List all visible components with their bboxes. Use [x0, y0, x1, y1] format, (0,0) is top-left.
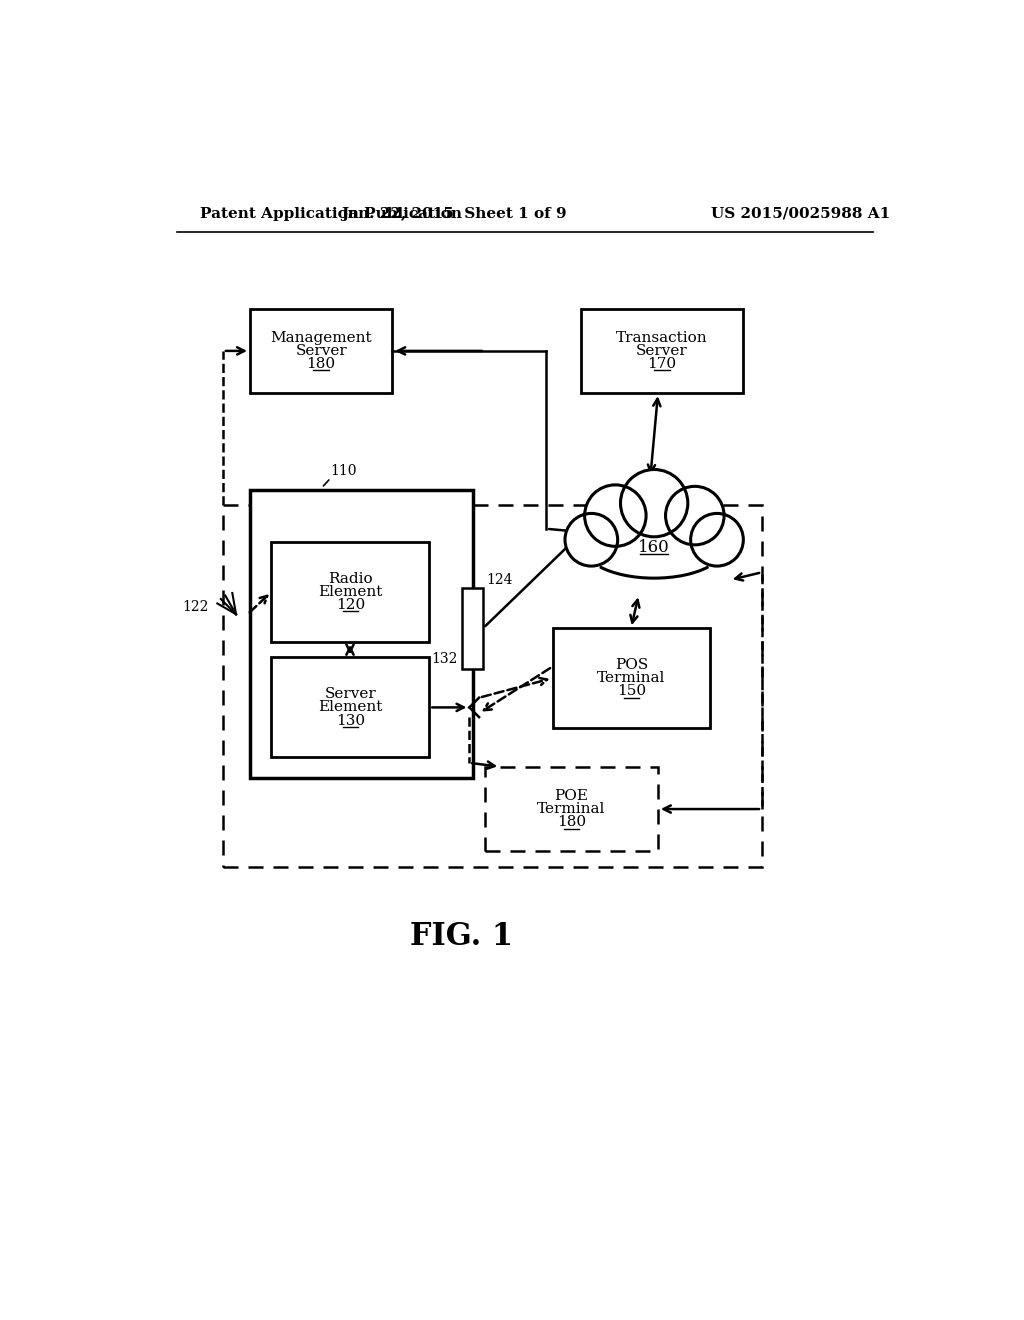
Text: 124: 124 [486, 573, 513, 587]
Circle shape [565, 513, 617, 566]
Bar [223, 506, 762, 867]
Bar [271, 657, 429, 758]
Text: Jan. 22, 2015  Sheet 1 of 9: Jan. 22, 2015 Sheet 1 of 9 [341, 207, 566, 220]
Text: Terminal: Terminal [597, 671, 666, 685]
Bar [462, 589, 483, 669]
Bar [553, 628, 711, 729]
Circle shape [666, 486, 724, 545]
Text: 122: 122 [182, 599, 209, 614]
Text: 170: 170 [647, 356, 677, 371]
Text: Server: Server [636, 345, 688, 358]
Text: 180: 180 [306, 356, 336, 371]
Circle shape [614, 496, 694, 577]
Circle shape [621, 470, 688, 537]
Text: 180: 180 [557, 816, 586, 829]
Bar [271, 541, 429, 642]
Text: FIG. 1: FIG. 1 [411, 920, 513, 952]
Text: Server: Server [295, 345, 347, 358]
Bar [581, 309, 742, 393]
Bar [484, 767, 658, 851]
Bar [250, 490, 473, 779]
Text: Management: Management [270, 331, 372, 345]
Text: Radio: Radio [328, 572, 373, 586]
Text: 130: 130 [336, 714, 365, 727]
Text: Patent Application Publication: Patent Application Publication [200, 207, 462, 220]
Bar [250, 309, 392, 393]
Text: Terminal: Terminal [538, 803, 605, 816]
Text: Server: Server [325, 688, 376, 701]
Text: US 2015/0025988 A1: US 2015/0025988 A1 [711, 207, 890, 220]
Text: Element: Element [318, 701, 383, 714]
Text: 110: 110 [331, 463, 357, 478]
Text: 132: 132 [431, 652, 458, 665]
Circle shape [690, 513, 743, 566]
Text: Transaction: Transaction [616, 331, 708, 345]
Text: POS: POS [614, 659, 648, 672]
Text: 150: 150 [616, 684, 646, 698]
Ellipse shape [585, 541, 724, 589]
Text: 160: 160 [638, 539, 670, 556]
Text: Element: Element [318, 585, 383, 599]
Circle shape [585, 484, 646, 546]
Text: 120: 120 [336, 598, 365, 612]
Text: POE: POE [554, 789, 589, 803]
